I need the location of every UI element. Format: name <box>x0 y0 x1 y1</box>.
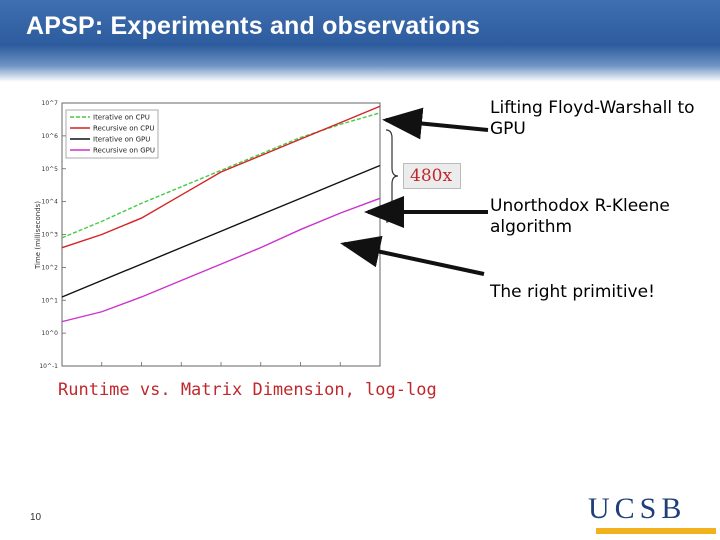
legend-label-1: Recursive on CPU <box>93 125 154 133</box>
speedup-brace <box>385 129 399 223</box>
series-line-1 <box>61 105 381 249</box>
note-floyd-warshall: Lifting Floyd-Warshall to GPU <box>490 98 695 139</box>
y-ticks: 10^-1 10^0 10^1 10^2 10^3 10^4 10^5 10^6 10^7 <box>39 100 66 370</box>
series-line-2 <box>61 164 381 298</box>
series-lines <box>61 105 381 323</box>
y-tick-label: 10^3 <box>42 232 59 239</box>
arrow-floyd <box>382 107 489 140</box>
logo-accent-bar <box>596 528 716 534</box>
y-tick-label: 10^6 <box>42 133 59 140</box>
arrow-primitive <box>340 235 485 276</box>
y-tick-label: 10^5 <box>42 166 59 173</box>
y-tick-label: 10^1 <box>42 297 59 304</box>
y-tick-label: 10^4 <box>42 199 59 206</box>
y-tick-label: 10^-1 <box>39 363 58 370</box>
slide-title: APSP: Experiments and observations <box>26 12 481 40</box>
note-r-kleene: Unorthodox R-Kleene algorithm <box>490 196 670 237</box>
y-tick-label: 10^2 <box>42 264 59 271</box>
y-tick-label: 10^7 <box>42 100 59 107</box>
x-ticks <box>61 362 381 366</box>
chart-caption: Runtime vs. Matrix Dimension, log-log <box>58 380 437 400</box>
legend-label-0: Iterative on CPU <box>93 114 150 122</box>
legend: Iterative on CPU Recursive on CPU Iterativ… <box>65 109 159 159</box>
slide-number: 10 <box>30 512 42 523</box>
legend-label-3: Recursive on GPU <box>93 147 155 155</box>
legend-label-2: Iterative on GPU <box>93 136 150 144</box>
slide-header <box>0 0 720 82</box>
y-tick-label: 10^0 <box>42 330 59 337</box>
series-line-0 <box>61 112 381 239</box>
y-axis-label: Time (milliseconds) <box>34 201 42 270</box>
ucsb-logo: UCSB <box>588 492 687 525</box>
speedup-factor: 480x <box>410 166 453 186</box>
series-line-3 <box>61 197 381 323</box>
factor-box <box>403 163 461 189</box>
note-primitive: The right primitive! <box>490 282 655 302</box>
